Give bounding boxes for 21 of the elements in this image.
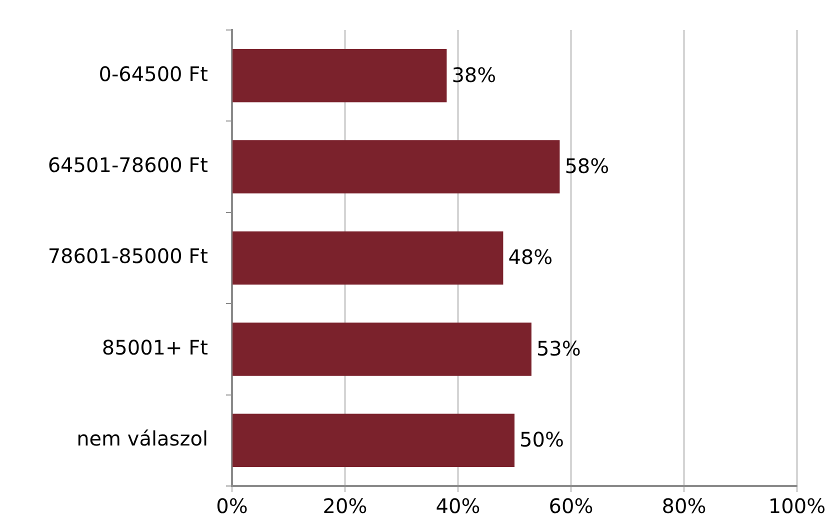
data-label: 48% [508,245,553,270]
y-tick-label: 0-64500 Ft [98,62,208,86]
y-tick-label: 64501-78600 Ft [48,153,208,178]
data-label: 50% [520,428,564,452]
x-tick-label: 80% [662,494,706,518]
x-tick-label: 20% [322,494,368,518]
data-label: 58% [564,154,610,178]
data-label: 38% [452,62,496,87]
x-tick-label: 100% [768,494,826,518]
bar [232,414,514,468]
x-tick-label: 60% [548,494,594,518]
bar [232,140,560,194]
y-tick-label: 78601-85000 Ft [48,244,208,268]
x-tick-label: 0% [216,494,248,518]
x-tick-label: 40% [436,494,480,518]
bar [232,322,532,376]
y-tick-label: nem válaszol [76,426,208,451]
y-tick-label: 85001+ Ft [102,335,208,360]
bar [232,231,504,285]
bar [232,48,447,102]
data-label: 53% [536,336,581,360]
